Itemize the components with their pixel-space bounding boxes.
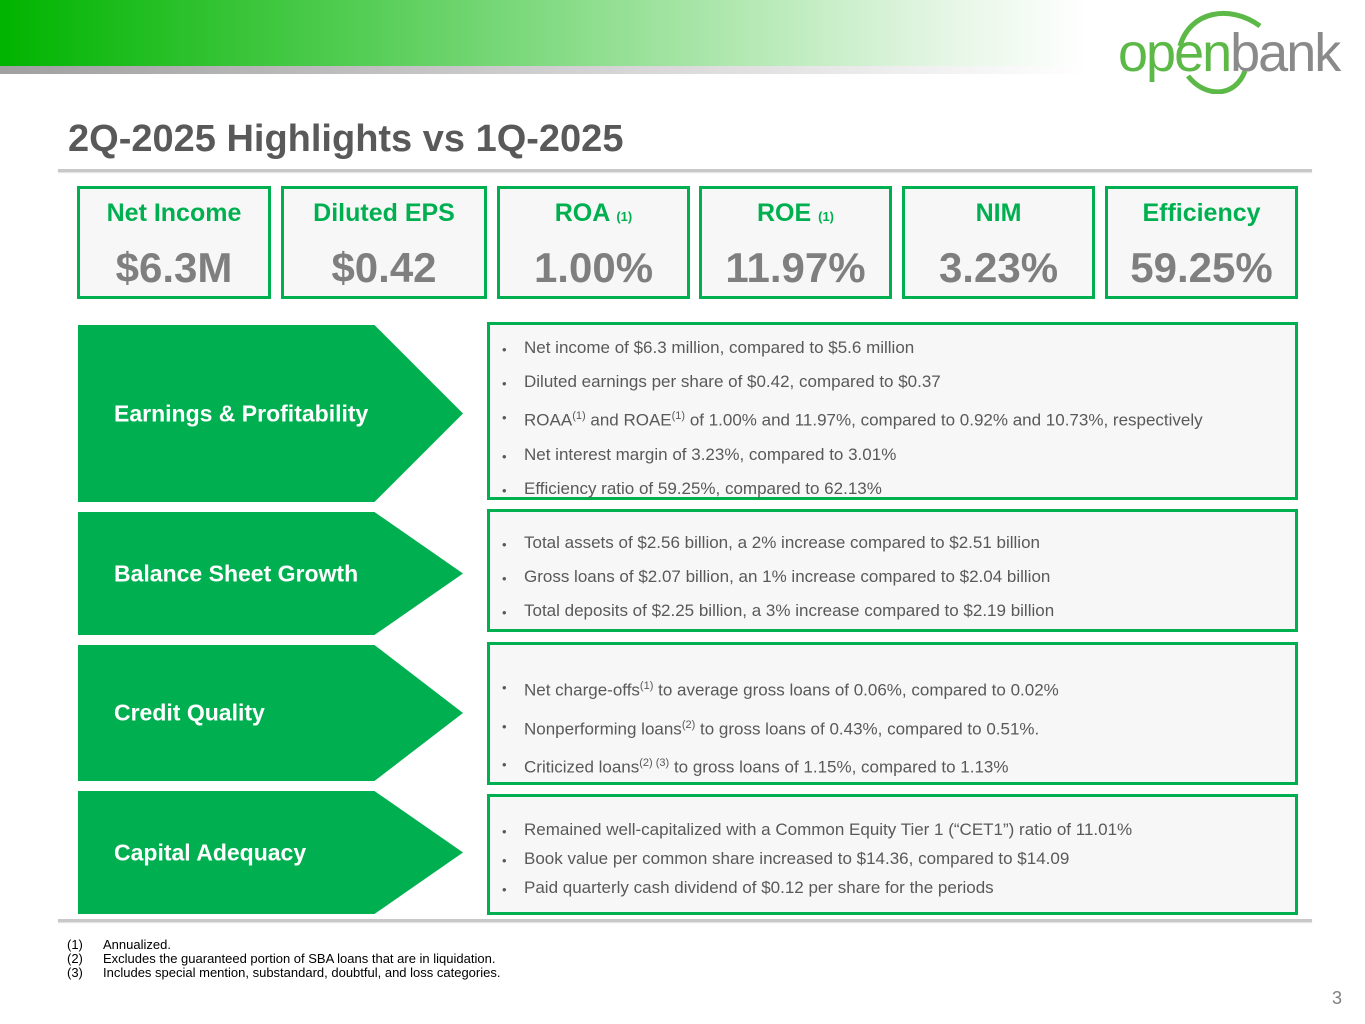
section-details: Remained well-capitalized with a Common … [487, 794, 1298, 915]
metric-card: ROE (1) 11.97% [699, 186, 892, 299]
section-label: Credit Quality [114, 699, 265, 726]
metric-value: 3.23% [938, 244, 1059, 291]
metric-value: 11.97% [725, 244, 866, 291]
bullet-item: ROAA(1) and ROAE(1) of 1.00% and 11.97%,… [498, 399, 1295, 438]
logo-bank: bank [1230, 23, 1341, 83]
header-banner [0, 0, 1090, 66]
logo-swoosh-icon [1177, 10, 1262, 94]
metric-label: ROE (1) [756, 199, 835, 227]
metric-card: ROA (1) 1.00% [497, 186, 690, 299]
section-arrow: Capital Adequacy [78, 791, 463, 914]
metric-label: ROA (1) [554, 199, 633, 227]
footnote-ref: (1) [616, 209, 633, 224]
bullet-item: Diluted earnings per share of $0.42, com… [498, 365, 1295, 401]
logo-open: open [1118, 23, 1232, 83]
footnote-ref: (1) [818, 209, 835, 224]
page-number: 3 [1332, 988, 1343, 1008]
metric-card: Diluted EPS $0.42 [281, 186, 487, 299]
metric-label: Efficiency [1142, 199, 1261, 227]
bullet-item: Net charge-offs(1) to average gross loan… [498, 669, 1295, 708]
footnote: (3) Includes special mention, substandard… [67, 965, 501, 980]
page-title: 2Q-2025 Highlights vs 1Q-2025 [68, 118, 624, 160]
header-banner-shadow [0, 66, 1090, 74]
bullet-item: Book value per common share increased to… [498, 844, 1295, 875]
bullet-item: Total assets of $2.56 billion, a 2% incr… [498, 526, 1295, 562]
metric-value: 1.00% [533, 244, 654, 291]
section-details: Net income of $6.3 million, compared to … [487, 322, 1298, 508]
bullet-item: Net income of $6.3 million, compared to … [498, 331, 1295, 367]
section-label: Capital Adequacy [114, 839, 307, 865]
footnote: (2) Excludes the guaranteed portion of SB… [67, 951, 496, 966]
section-label: Earnings & Profitability [114, 400, 369, 426]
section-details: Total assets of $2.56 billion, a 2% incr… [487, 509, 1298, 632]
footer-divider [58, 919, 1312, 922]
bullet-item: Nonperforming loans(2) to gross loans of… [498, 708, 1295, 747]
metric-value: $6.3M [115, 244, 233, 291]
metric-card: Net Income $6.3M [77, 186, 271, 299]
bullet-item: Paid quarterly cash dividend of $0.12 pe… [498, 873, 1295, 904]
metric-label: Net Income [106, 199, 242, 227]
title-divider [58, 169, 1312, 172]
metric-value: 59.25% [1130, 244, 1273, 291]
metric-card: Efficiency 59.25% [1105, 186, 1298, 299]
metric-label: Diluted EPS [313, 199, 455, 227]
metric-value: $0.42 [331, 244, 437, 291]
section-details: Net charge-offs(1) to average gross loan… [487, 642, 1298, 785]
openbank-logo: openbank [1110, 6, 1341, 94]
metric-card: NIM 3.23% [902, 186, 1095, 299]
footnote: (1) Annualized. [67, 937, 171, 952]
bullet-item: Gross loans of $2.07 billion, an 1% incr… [498, 560, 1295, 596]
bullet-item: Remained well-capitalized with a Common … [498, 815, 1295, 846]
bullet-item: Efficiency ratio of 59.25%, compared to … [498, 472, 1295, 508]
section-label: Balance Sheet Growth [114, 560, 359, 586]
bullet-item: Total deposits of $2.25 billion, a 3% in… [498, 594, 1295, 630]
bullet-item: Net interest margin of 3.23%, compared t… [498, 438, 1295, 474]
footnotes: (1) Annualized. (2) Excludes the guaranteed… [67, 938, 500, 980]
section-arrow: Balance Sheet Growth [78, 512, 463, 635]
bullet-item: Criticized loans(2) (3) to gross loans o… [498, 746, 1295, 785]
section-arrow: Credit Quality [78, 645, 463, 781]
section-arrow: Earnings & Profitability [78, 325, 463, 502]
metric-label: NIM [975, 199, 1022, 227]
